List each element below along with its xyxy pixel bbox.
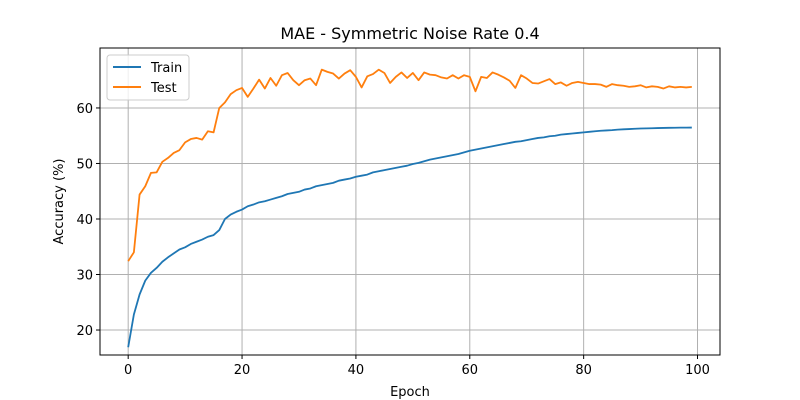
series-line-test [127,68,692,262]
y-tick-label: 40 [76,213,93,228]
y-axis-label: Accuracy (%) [52,159,67,245]
x-tick-label: 80 [575,363,592,378]
chart-title: MAE - Symmetric Noise Rate 0.4 [280,24,539,43]
series-line-train [127,126,692,348]
x-axis-label: Epoch [390,385,430,400]
x-tick-label: 0 [124,363,132,378]
y-tick-label: 30 [76,269,93,284]
x-tick-label: 60 [462,363,479,378]
plot-frame [99,47,721,356]
y-tick-label: 20 [76,324,93,339]
x-tick-label: 100 [685,363,710,378]
x-tick-label: 20 [234,363,251,378]
legend-label-test: Test [150,81,177,96]
grid [100,48,720,355]
y-tick-label: 60 [76,102,93,117]
legend-label-train: Train [150,61,182,76]
legend: Train Test [106,54,190,101]
x-tick-label: 40 [348,363,365,378]
y-tick-label: 50 [76,157,93,172]
series-layer [127,68,692,348]
ticks: 0 20 40 60 80 100 20 30 40 50 60 [76,102,709,378]
